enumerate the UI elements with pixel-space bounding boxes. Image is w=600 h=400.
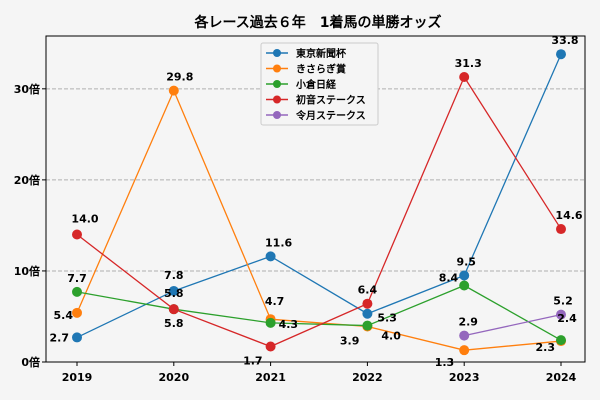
data-point (168, 85, 179, 96)
data-point (556, 335, 566, 346)
legend-label: 初音ステークス (296, 94, 366, 107)
data-label: 29.8 (166, 71, 193, 84)
data-label: 3.9 (340, 334, 360, 347)
data-label: 5.3 (377, 312, 397, 325)
data-label: 14.6 (555, 209, 582, 222)
legend-marker (273, 64, 281, 73)
legend-label: 令月ステークス (295, 109, 366, 122)
data-point (168, 285, 179, 296)
data-point (265, 251, 276, 262)
data-label: 14.0 (71, 213, 98, 226)
y-tick-label: 30倍 (14, 82, 40, 96)
data-label: 5.4 (54, 309, 74, 322)
data-label: 4.7 (265, 295, 285, 308)
data-label: 9.5 (456, 255, 476, 268)
legend-label: 東京新聞杯 (296, 47, 347, 60)
data-point (459, 330, 470, 341)
y-tick-label: 0倍 (21, 355, 40, 369)
legend-label: きさらぎ賞 (296, 63, 346, 76)
legend-label: 小倉日経 (295, 78, 337, 91)
x-tick-label: 2024 (546, 371, 577, 384)
x-tick-label: 2021 (255, 371, 286, 384)
legend-marker (273, 111, 281, 119)
data-point (556, 49, 566, 60)
data-labels: 2.7 7.8 11.6 5.3 9.5 33.8 5.4 29.8 4.7 3.9 1.3 2.3 7… (50, 34, 583, 369)
chart-title: 各レース過去６年 1着馬の単勝オッズ (193, 14, 441, 31)
series-line (464, 314, 562, 337)
data-label: 11.6 (265, 236, 292, 249)
data-label: 5.8 (164, 317, 184, 330)
data-point (459, 280, 470, 291)
legend-marker (273, 49, 281, 57)
data-label: 5.2 (553, 295, 573, 308)
legend-box (260, 42, 379, 126)
data-point (556, 224, 566, 235)
plot-frame (45, 35, 586, 363)
data-point (459, 345, 470, 356)
data-label: 7.8 (164, 269, 184, 282)
legend-marker (273, 80, 281, 88)
data-point (265, 341, 276, 352)
data-point (72, 307, 82, 318)
data-label: 4.3 (279, 318, 299, 331)
legend-marker (273, 95, 281, 104)
series-line (76, 75, 562, 348)
data-label: 1.7 (243, 355, 263, 368)
data-label: 2.4 (557, 312, 577, 325)
data-label: 31.3 (455, 57, 482, 70)
data-label: 4.0 (381, 330, 401, 343)
x-tick-label: 2023 (449, 371, 480, 384)
data-point (72, 286, 82, 297)
data-point (362, 298, 373, 309)
data-label: 6.4 (358, 284, 378, 297)
data-label: 2.7 (50, 331, 70, 344)
series-line (76, 53, 562, 338)
data-label: 1.3 (435, 356, 455, 369)
x-tick-label: 2020 (158, 371, 189, 384)
y-tick-label: 20倍 (14, 173, 40, 187)
x-tick-label: 2019 (62, 371, 93, 384)
data-point (362, 320, 373, 331)
series-line (76, 88, 562, 351)
data-point (168, 304, 179, 315)
data-point (72, 229, 82, 240)
data-point (362, 308, 373, 319)
data-label: 33.8 (551, 34, 578, 47)
x-tick-label: 2022 (352, 371, 383, 384)
series-line (76, 284, 562, 341)
y-tick-label: 10倍 (14, 264, 40, 278)
data-point (265, 317, 276, 328)
data-label: 8.4 (439, 272, 459, 285)
data-label: 2.9 (458, 316, 478, 329)
data-point (556, 309, 566, 320)
data-label: 2.3 (536, 341, 556, 354)
axes: 0倍 10倍 20倍 30倍 2019 2020 2021 2022 2023 2024 (14, 82, 577, 384)
data-point (459, 71, 470, 82)
data-label: 5.8 (164, 287, 184, 300)
data-label: 7.7 (67, 272, 87, 285)
series-group (72, 49, 566, 356)
data-point (72, 332, 82, 343)
data-point (459, 270, 470, 281)
